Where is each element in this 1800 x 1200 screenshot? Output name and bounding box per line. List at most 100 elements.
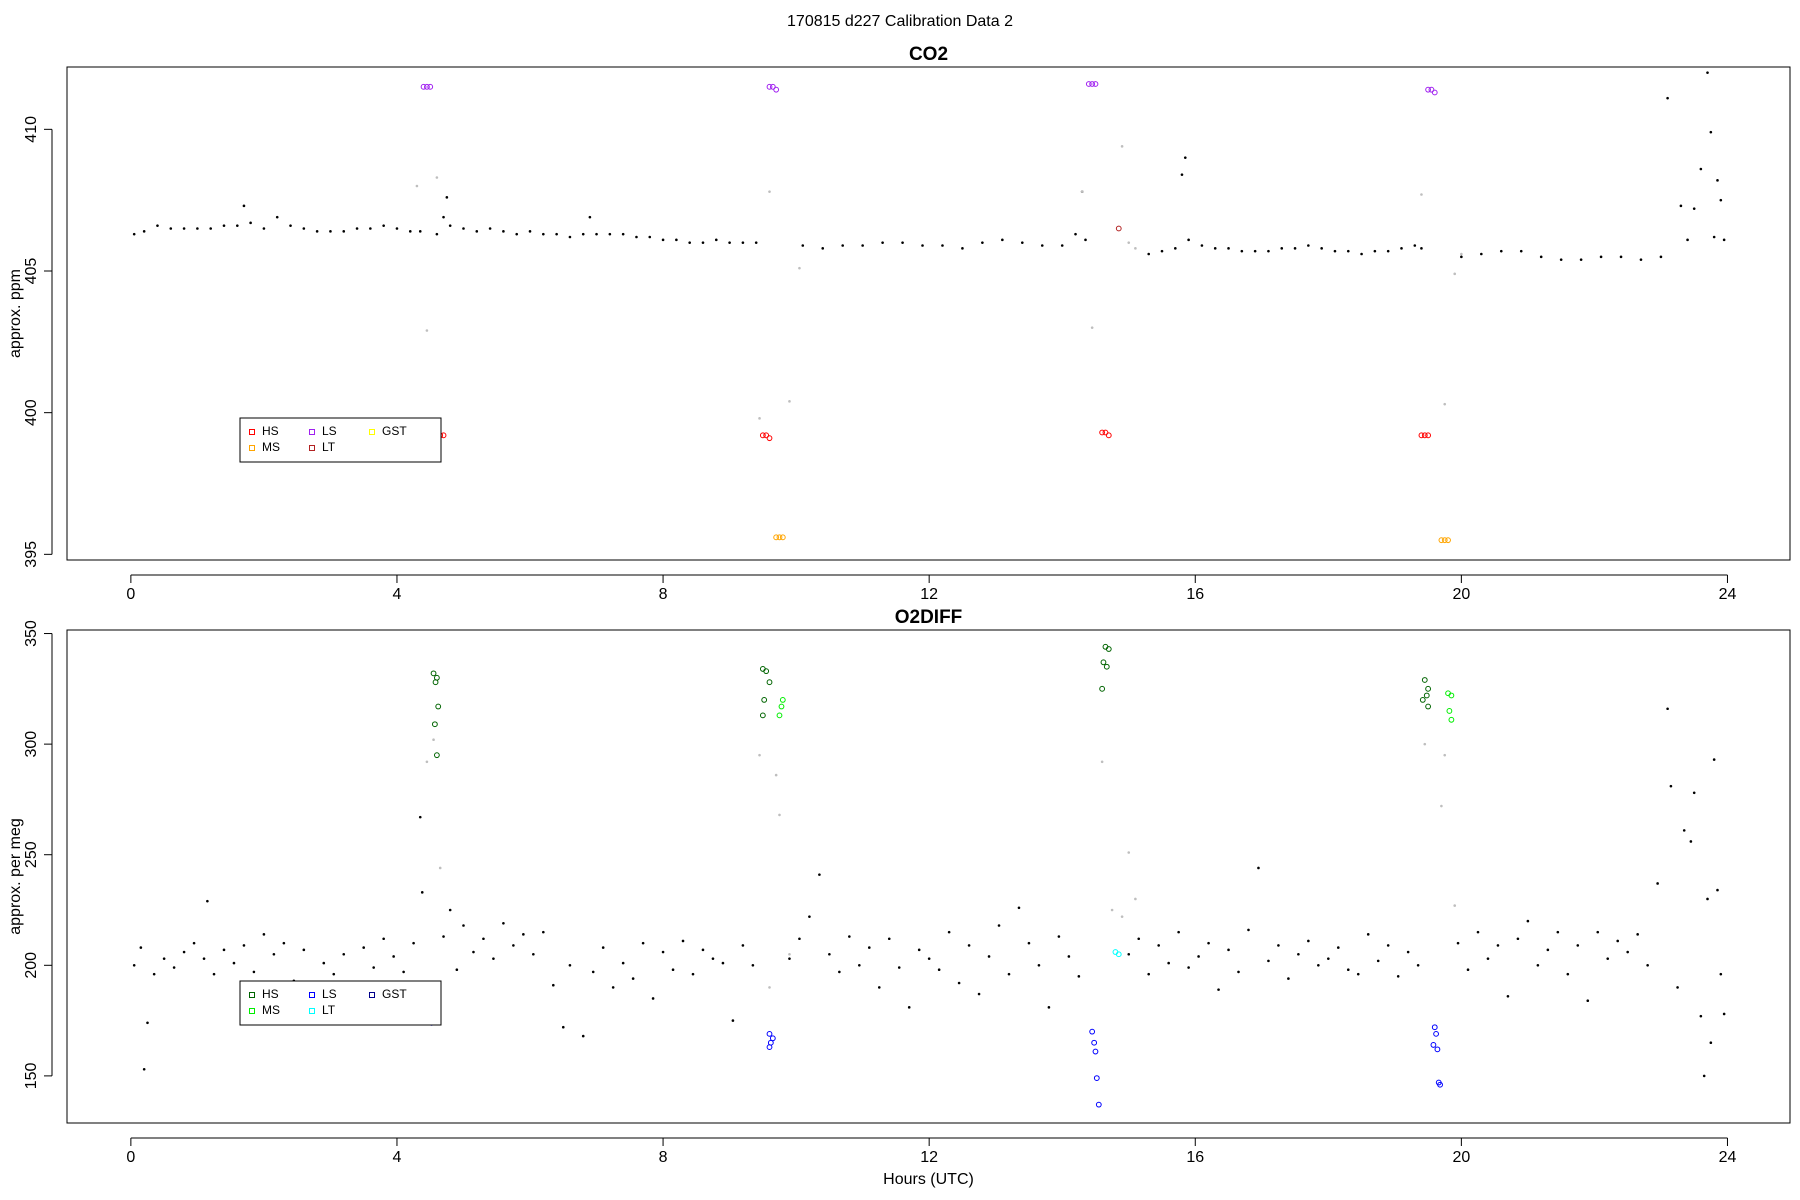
data-point <box>488 227 492 230</box>
data-point <box>801 244 805 247</box>
data-point <box>435 703 442 710</box>
data-point <box>1293 247 1297 250</box>
x-tick-label: 20 <box>1452 1149 1470 1166</box>
data-point <box>1167 961 1170 965</box>
legend-label: HS <box>262 987 279 1001</box>
data-point <box>1506 994 1510 998</box>
data-point <box>1237 970 1240 974</box>
legend-swatch <box>309 1008 315 1014</box>
data-point <box>1416 964 1420 967</box>
legend-label: LS <box>322 987 337 1001</box>
data-point <box>1466 968 1470 972</box>
data-point <box>1105 646 1112 652</box>
data-point <box>1519 249 1523 253</box>
data-point <box>776 712 783 719</box>
data-point <box>532 952 535 956</box>
data-point <box>1431 1024 1438 1031</box>
data-point <box>1200 244 1204 247</box>
data-point <box>701 948 705 952</box>
data-point <box>528 230 532 233</box>
data-point <box>1307 939 1310 943</box>
data-point <box>741 944 745 947</box>
data-point <box>418 815 422 819</box>
data-point <box>1067 955 1071 958</box>
data-point <box>206 899 209 903</box>
data-point <box>1253 249 1257 253</box>
data-point <box>759 432 766 439</box>
data-point <box>222 224 226 227</box>
data-point <box>1480 252 1483 256</box>
data-point <box>1441 537 1448 544</box>
data-point <box>242 944 246 947</box>
legend-label: MS <box>262 1003 280 1017</box>
legend: HS MS LS LT GST <box>239 417 442 463</box>
data-point <box>1699 1014 1703 1018</box>
data-point <box>1320 247 1323 250</box>
data-point <box>887 937 891 941</box>
data-point <box>766 83 773 90</box>
data-point <box>1486 957 1490 960</box>
data-point <box>442 935 445 938</box>
data-point <box>1722 238 1726 242</box>
data-point <box>162 957 166 960</box>
panel-title: O2DIFF <box>895 607 963 628</box>
data-point <box>997 924 1001 927</box>
data-point <box>1476 930 1480 934</box>
data-point <box>1716 179 1719 182</box>
data-point <box>1197 955 1200 958</box>
data-point <box>1425 432 1432 439</box>
data-point <box>1084 238 1087 242</box>
data-point <box>1606 957 1610 960</box>
data-point <box>1456 941 1460 945</box>
data-point <box>332 972 336 976</box>
data-point <box>1333 249 1337 253</box>
data-point <box>427 83 434 90</box>
data-point <box>1659 255 1663 259</box>
data-point <box>462 924 465 927</box>
data-point <box>1213 247 1217 250</box>
data-point <box>1431 89 1438 96</box>
data-point <box>1453 272 1457 276</box>
data-point <box>1539 255 1543 259</box>
data-point <box>515 232 519 236</box>
data-point <box>611 986 615 989</box>
data-point <box>1077 975 1081 978</box>
data-point <box>1448 692 1455 699</box>
x-tick-label: 16 <box>1186 586 1204 603</box>
data-point <box>1092 1048 1099 1055</box>
data-point <box>1105 432 1112 439</box>
data-point <box>861 244 864 247</box>
data-point <box>1669 784 1673 788</box>
data-point <box>758 753 761 757</box>
data-point <box>236 224 239 227</box>
data-point <box>691 972 695 976</box>
data-point <box>1579 258 1583 261</box>
data-point <box>1099 429 1106 436</box>
legend-swatch <box>249 1008 255 1014</box>
data-point <box>721 961 725 965</box>
data-point <box>1157 944 1160 947</box>
panel: CO2 0 4 8 12 16 20 24 395 400 405 410 approx. ppm HS M… <box>7 44 1791 603</box>
data-point <box>1425 685 1432 692</box>
data-point <box>588 215 592 219</box>
data-point <box>631 977 635 980</box>
data-point <box>1676 986 1679 989</box>
legend-swatch <box>309 445 315 451</box>
data-point <box>1187 238 1190 242</box>
data-point <box>773 534 780 541</box>
legend-label: HS <box>262 424 279 438</box>
data-point <box>897 966 901 969</box>
data-point <box>941 244 944 247</box>
data-point <box>1446 708 1453 714</box>
data-point <box>1356 972 1360 976</box>
data-point <box>435 176 439 179</box>
data-point <box>681 939 685 943</box>
data-point <box>981 241 984 244</box>
data-point <box>1460 252 1463 256</box>
data-point <box>848 935 851 938</box>
x-tick-label: 16 <box>1186 1149 1204 1166</box>
data-point <box>382 937 385 941</box>
data-point <box>382 224 385 227</box>
data-point <box>1247 928 1250 932</box>
data-point <box>1103 663 1110 670</box>
